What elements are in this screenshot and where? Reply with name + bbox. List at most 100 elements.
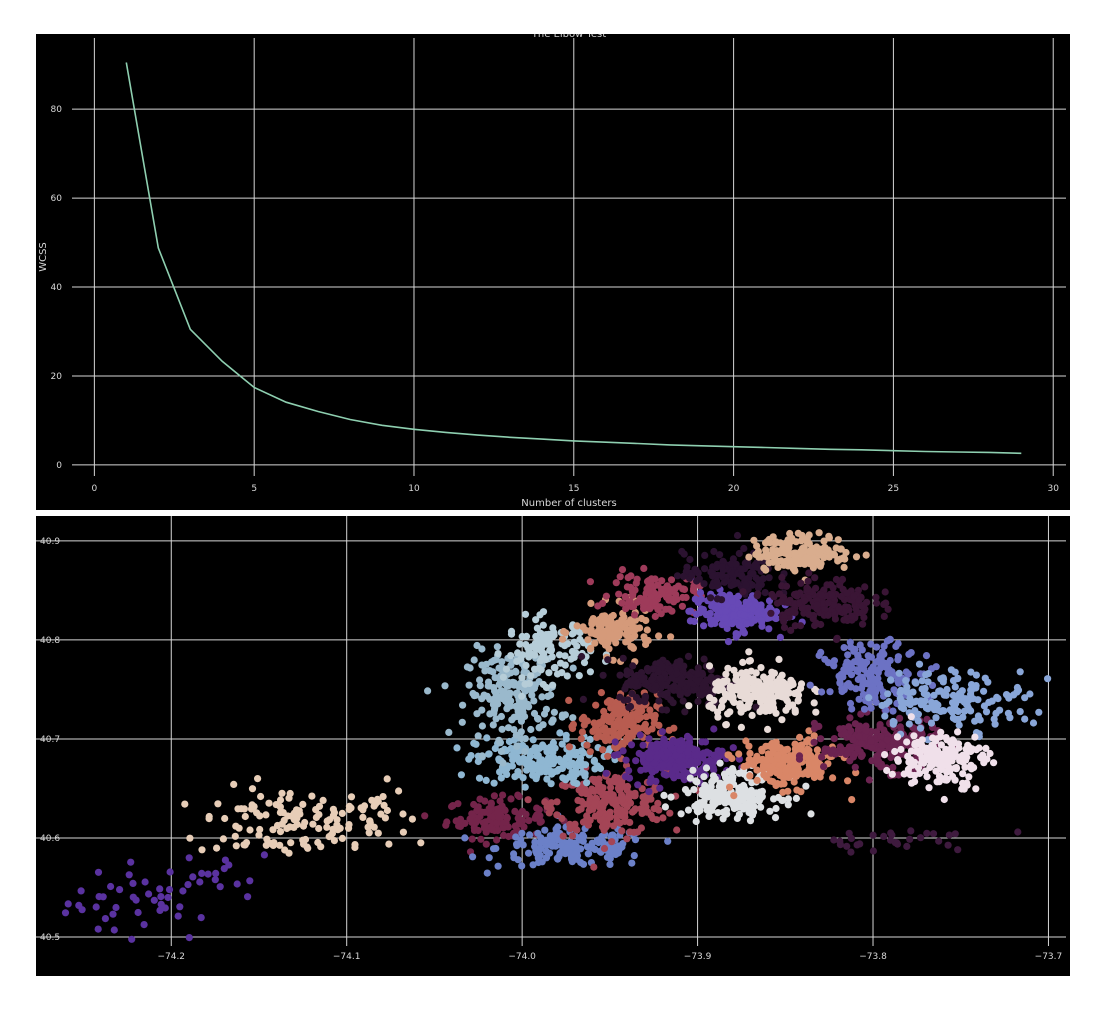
- scatter-point: [583, 812, 591, 820]
- scatter-point: [630, 852, 638, 860]
- scatter-point: [665, 596, 673, 604]
- scatter-point: [232, 842, 240, 850]
- scatter-point: [713, 577, 721, 585]
- scatter-point: [687, 607, 695, 615]
- scatter-point: [489, 668, 497, 676]
- scatter-point: [246, 877, 254, 885]
- cluster-0: [61, 858, 212, 943]
- scatter-point: [679, 585, 687, 593]
- scatter-point: [735, 621, 743, 630]
- scatter-point: [915, 660, 924, 668]
- scatter-point: [647, 774, 655, 783]
- scatter-point: [204, 870, 212, 878]
- scatter-point: [645, 749, 653, 757]
- scatter-point: [860, 705, 869, 713]
- scatter-point: [967, 668, 975, 676]
- scatter-point: [689, 766, 697, 774]
- scatter-point: [654, 606, 662, 614]
- scatter-point: [810, 732, 818, 740]
- scatter-point: [612, 631, 620, 639]
- scatter-point: [818, 753, 826, 761]
- y-tick-label: 40.5: [40, 933, 60, 943]
- scatter-point: [857, 740, 866, 748]
- scatter-point: [524, 700, 532, 709]
- scatter-point: [366, 817, 374, 825]
- scatter-point: [820, 554, 828, 562]
- scatter-point: [709, 772, 718, 780]
- scatter-point: [575, 834, 584, 842]
- scatter-point: [558, 814, 566, 823]
- scatter-point: [771, 554, 779, 562]
- scatter-point: [816, 773, 824, 781]
- scatter-point: [958, 785, 966, 793]
- scatter-point: [583, 741, 591, 749]
- scatter-point: [784, 795, 793, 803]
- scatter-point: [722, 607, 730, 615]
- x-tick-label: 25: [888, 484, 899, 494]
- scatter-point: [212, 869, 220, 877]
- scatter-point: [211, 876, 219, 884]
- scatter-point: [730, 611, 738, 619]
- scatter-point: [550, 757, 558, 765]
- scatter-point: [129, 893, 137, 901]
- scatter-point: [700, 773, 708, 781]
- scatter-point: [810, 699, 818, 707]
- scatter-point: [383, 775, 391, 783]
- scatter-point: [555, 651, 564, 659]
- scatter-point: [270, 839, 278, 847]
- scatter-point: [712, 686, 720, 694]
- scatter-point: [903, 738, 911, 746]
- scatter-point: [863, 598, 871, 606]
- cluster-scatter-panel: −74.2 −74.1 −74.0 −73.9 −73.8 −73.7 40.5 40.6 40…: [36, 516, 1070, 976]
- scatter-point: [499, 673, 507, 681]
- scatter-point: [134, 908, 142, 917]
- scatter-point: [889, 707, 897, 715]
- scatter-point: [365, 829, 373, 837]
- scatter-point: [592, 794, 600, 802]
- scatter-point: [832, 544, 840, 552]
- scatter-point: [798, 604, 806, 612]
- scatter-point: [904, 670, 912, 678]
- scatter-point: [683, 732, 692, 740]
- scatter-point: [485, 750, 493, 758]
- scatter-point: [816, 545, 824, 553]
- scatter-point: [833, 635, 841, 643]
- scatter-point: [628, 711, 637, 719]
- scatter-point: [739, 588, 747, 596]
- scatter-point: [951, 776, 959, 784]
- scatter-point: [724, 791, 732, 799]
- scatter-point: [736, 678, 745, 686]
- scatter-point: [861, 583, 869, 591]
- scatter-point: [593, 726, 601, 735]
- scatter-point: [526, 831, 534, 839]
- scatter-point: [525, 758, 533, 766]
- x-tick-label: 20: [728, 484, 740, 494]
- scatter-point: [452, 817, 460, 825]
- cluster-26: [830, 827, 1022, 856]
- scatter-point: [940, 691, 948, 699]
- scatter-point: [572, 825, 580, 833]
- scatter-point: [492, 715, 500, 723]
- scatter-point: [918, 677, 926, 685]
- scatter-point: [768, 668, 776, 676]
- scatter-point: [641, 693, 649, 701]
- scatter-point: [619, 654, 627, 662]
- scatter-point: [248, 785, 257, 793]
- scatter-point: [910, 771, 919, 780]
- scatter-point: [609, 656, 617, 664]
- scatter-point: [836, 725, 844, 733]
- scatter-point: [299, 800, 307, 808]
- scatter-point: [594, 602, 602, 610]
- scatter-point: [521, 747, 529, 755]
- scatter-point: [752, 755, 760, 763]
- x-tick-label: −74.2: [157, 952, 185, 962]
- scatter-point: [614, 809, 622, 817]
- scatter-point: [557, 659, 565, 667]
- scatter-point: [272, 801, 280, 809]
- scatter-point: [600, 707, 608, 715]
- scatter-point: [465, 681, 473, 689]
- scatter-point: [959, 779, 967, 787]
- cluster-10: [558, 593, 675, 666]
- scatter-point: [677, 680, 686, 688]
- scatter-point: [749, 761, 758, 769]
